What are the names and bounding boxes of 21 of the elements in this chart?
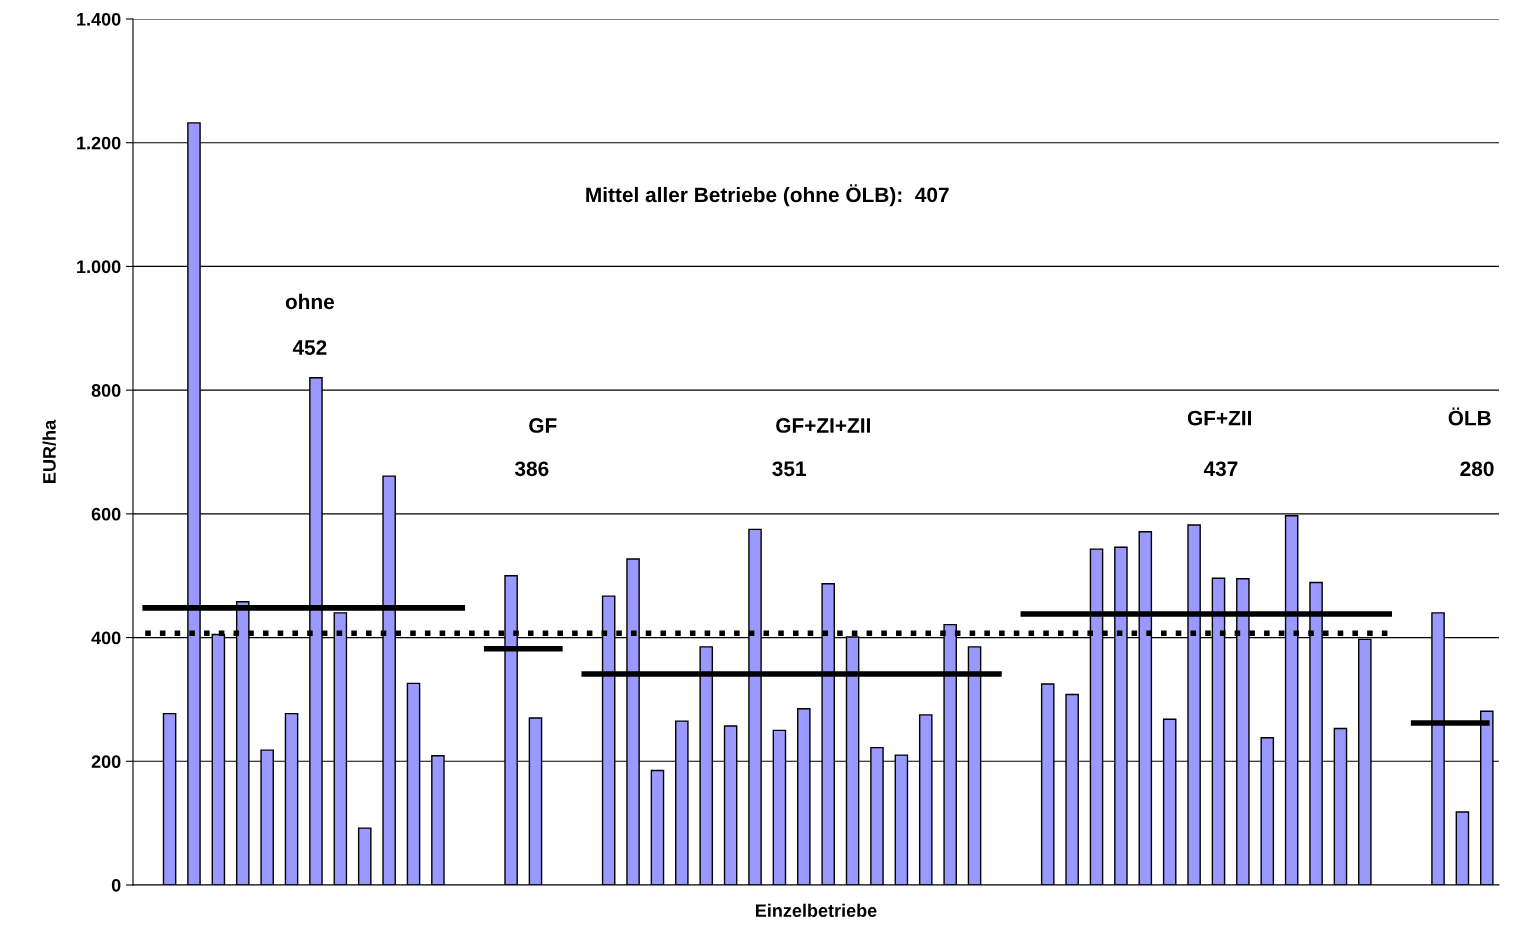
y-tick-label: 0 xyxy=(111,878,121,892)
annotation: 280 xyxy=(1460,461,1494,477)
annotation: 386 xyxy=(514,461,549,477)
y-tick-label: 1.200 xyxy=(77,136,121,150)
y-tick-label: 600 xyxy=(91,507,121,521)
x-axis-title: Einzelbetriebe xyxy=(756,903,877,918)
annotation: GF+ZI+ZII xyxy=(776,418,870,433)
annotation: 452 xyxy=(292,340,327,355)
y-tick-label: 800 xyxy=(91,384,121,397)
annotation: GF xyxy=(529,418,557,433)
annotation: 351 xyxy=(772,461,806,477)
y-tick-label: 200 xyxy=(91,755,121,769)
y-tick-label: 400 xyxy=(91,631,121,645)
annotation: ohne xyxy=(285,293,335,310)
annotation: ÖLB xyxy=(1448,407,1491,426)
annotation: Mittel aller Betriebe (ohne ÖLB): 407 xyxy=(586,184,949,207)
y-axis-title: EUR/ha xyxy=(42,419,56,483)
y-tick-label: 1.400 xyxy=(77,12,121,26)
annotation: 437 xyxy=(1203,461,1238,477)
y-tick-label: 1.000 xyxy=(77,260,121,274)
annotation: GF+ZII xyxy=(1187,410,1252,426)
